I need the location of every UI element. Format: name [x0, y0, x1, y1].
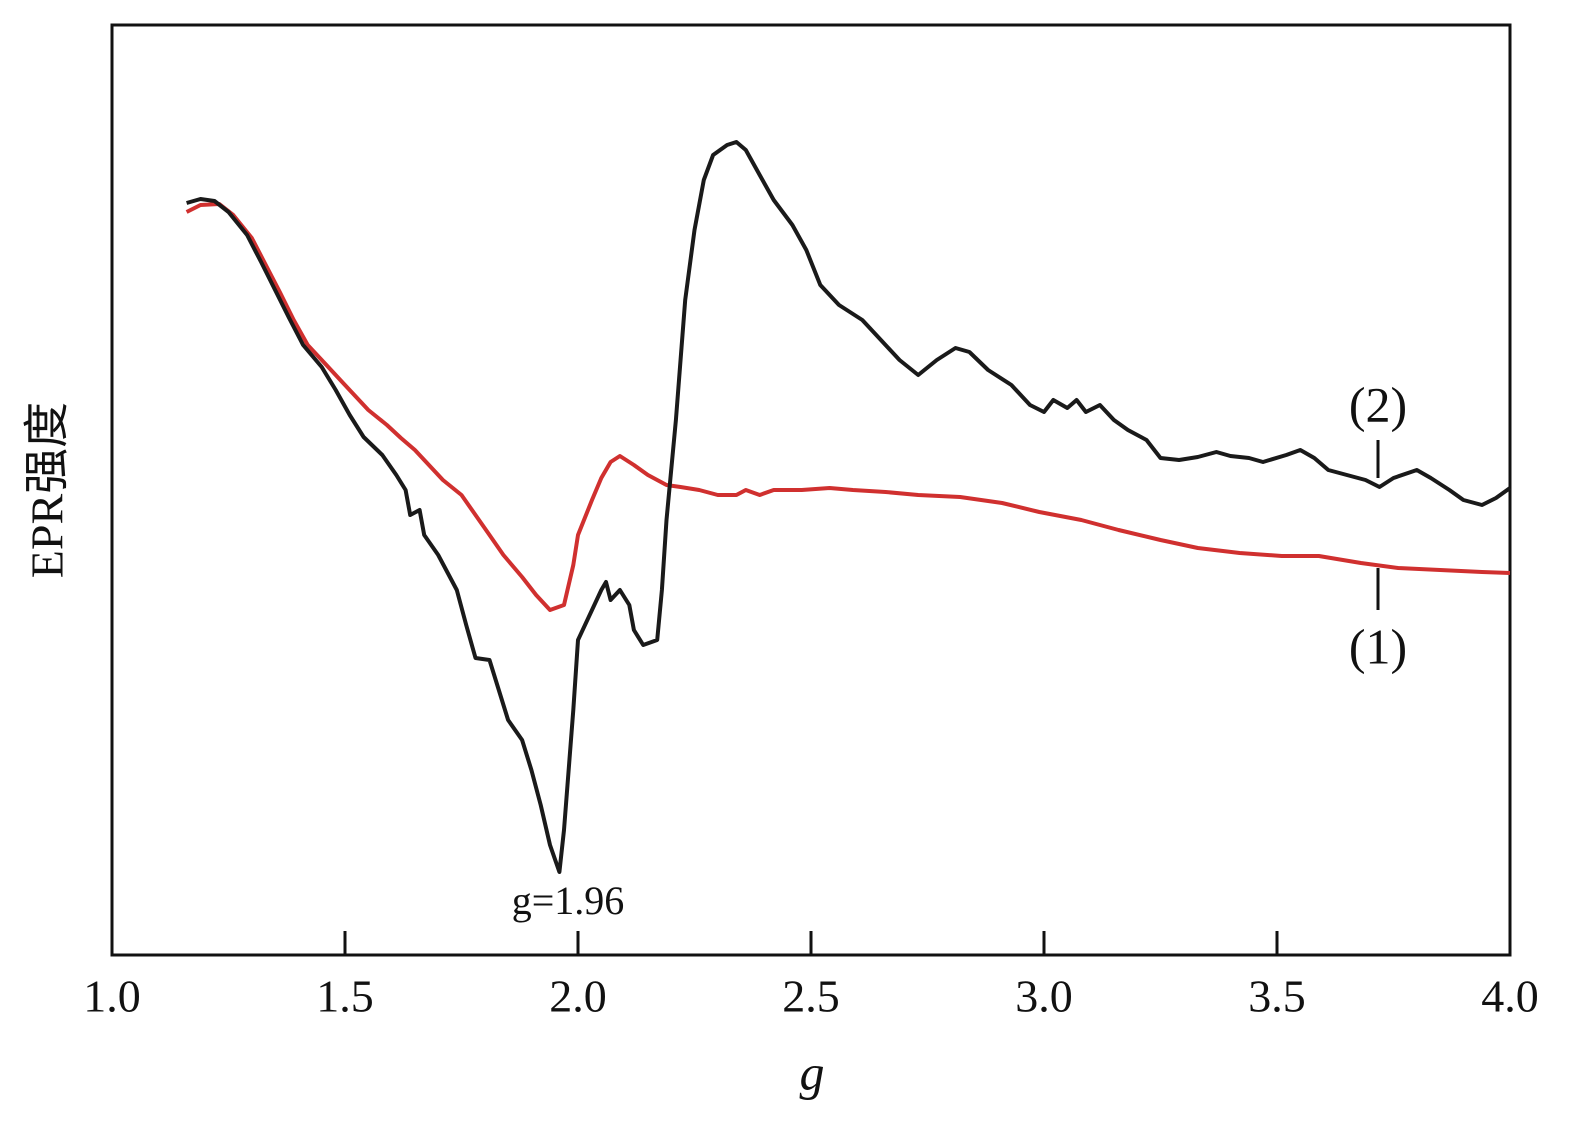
- series-label: (1): [1349, 618, 1407, 674]
- x-tick-label: 3.5: [1248, 971, 1306, 1022]
- x-axis-label: g: [800, 1044, 825, 1100]
- series-label: (2): [1349, 376, 1407, 432]
- y-axis-label: EPR强度: [22, 402, 73, 578]
- x-tick-label: 1.5: [316, 971, 374, 1022]
- series-line: [185, 202, 1511, 612]
- series-line: [186, 140, 1512, 874]
- x-tick-label: 1.0: [83, 971, 141, 1022]
- annotation: g=1.96: [512, 878, 625, 923]
- x-tick-label: 2.5: [782, 971, 840, 1022]
- x-tick-label: 4.0: [1481, 971, 1539, 1022]
- x-tick-label: 2.0: [549, 971, 607, 1022]
- x-tick-label: 3.0: [1015, 971, 1073, 1022]
